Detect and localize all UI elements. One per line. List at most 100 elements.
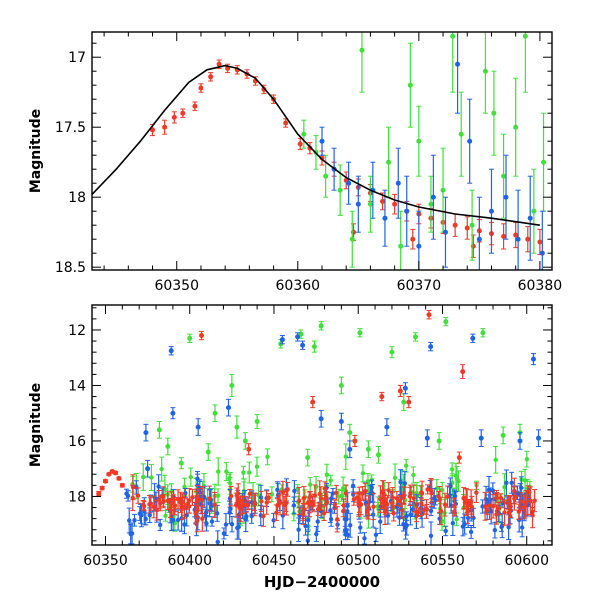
red-band-point-marker	[397, 498, 403, 504]
green-data-point-marker	[450, 33, 456, 39]
red-data-point-marker	[460, 369, 466, 375]
blue-data-point-marker	[530, 356, 536, 362]
green-data-point	[389, 346, 395, 359]
green-band-point	[343, 443, 349, 470]
blue-band-point-marker	[244, 514, 249, 519]
red-band-point	[461, 487, 467, 510]
green-data-point	[469, 189, 475, 261]
green-band-point-marker	[454, 517, 459, 522]
red-band-point-marker	[525, 489, 531, 494]
blue-data-point	[318, 409, 324, 428]
green-data-point	[428, 175, 434, 233]
green-data-point-marker	[187, 335, 193, 341]
red-data-point	[426, 310, 432, 320]
green-band-point-marker	[502, 485, 507, 490]
red-data-point-marker	[410, 236, 416, 242]
red-band-point	[482, 492, 488, 521]
blue-data-point-marker	[319, 138, 325, 144]
blue-data-point-marker	[225, 405, 231, 411]
green-data-point	[398, 210, 404, 270]
blue-band-point-marker	[404, 523, 409, 528]
red-data-point	[352, 434, 358, 448]
blue-data-point	[225, 398, 231, 417]
green-band-point-marker	[188, 474, 193, 480]
red-band-point-marker	[378, 496, 383, 502]
red-band-point-marker	[411, 496, 416, 501]
red-band-point-marker	[496, 506, 502, 511]
red-band-point	[238, 496, 244, 523]
red-band-point-marker	[452, 509, 457, 514]
red-band-point-marker	[518, 499, 524, 504]
red-band-point	[181, 495, 187, 519]
red-band-point-marker	[168, 507, 173, 513]
green-data-point	[242, 432, 248, 450]
blue-band-point	[175, 509, 181, 531]
red-band-point	[156, 489, 162, 510]
axes-frame	[91, 304, 553, 546]
green-data-point-marker	[501, 173, 507, 179]
green-data-point-marker	[443, 319, 449, 325]
red-band-point-marker	[332, 502, 338, 507]
red-band-point-marker	[161, 498, 166, 504]
green-band-point	[328, 474, 334, 487]
red-band-point-marker	[528, 498, 533, 503]
red-data-point-marker	[119, 482, 125, 488]
red-band-point	[247, 489, 253, 499]
red-band-point	[161, 494, 167, 509]
red-data-point	[113, 470, 119, 476]
blue-band-point	[296, 517, 302, 542]
blue-band-point-marker	[345, 503, 350, 509]
blue-data-point	[530, 353, 536, 366]
green-data-point	[212, 404, 218, 423]
blue-data-point-marker	[428, 344, 434, 350]
blue-band-point-marker	[227, 510, 232, 515]
red-data-point	[198, 83, 204, 93]
blue-band-point	[509, 471, 515, 494]
blue-data-point-marker	[170, 410, 176, 416]
red-band-point	[429, 479, 435, 507]
red-band-point	[233, 492, 239, 518]
red-band-point-marker	[235, 491, 241, 496]
red-data-point	[246, 443, 252, 456]
green-data-point-marker	[413, 334, 419, 340]
blue-data-point-marker	[517, 438, 523, 444]
blue-data-point-marker	[527, 215, 533, 221]
red-band-point	[258, 490, 264, 512]
model-curve	[92, 64, 541, 226]
red-band-point-marker	[212, 502, 217, 508]
blue-band-point-marker	[170, 518, 176, 523]
blue-band-point	[328, 511, 334, 527]
red-band-point-marker	[228, 493, 234, 499]
green-data-point	[349, 210, 355, 268]
green-band-point-marker	[524, 456, 530, 462]
red-data-point-marker	[199, 333, 205, 339]
red-band-point	[358, 493, 364, 516]
green-data-point-marker	[337, 187, 343, 193]
green-data-point-marker	[389, 349, 395, 355]
blue-data-point-marker	[338, 419, 344, 425]
green-data-point-marker	[386, 159, 392, 165]
green-data-point-marker	[305, 455, 311, 461]
blue-data-point	[384, 418, 390, 436]
green-data-point-marker	[347, 430, 353, 436]
blue-data-point	[515, 189, 521, 270]
red-band-point	[451, 506, 457, 517]
red-band-point-marker	[274, 510, 279, 515]
red-band-point	[193, 501, 199, 525]
blue-band-point-marker	[315, 519, 320, 524]
blue-data-point	[478, 429, 484, 448]
red-band-point-marker	[261, 514, 266, 519]
blue-data-point	[488, 168, 494, 254]
blue-band-point	[132, 513, 138, 527]
blue-band-point-marker	[249, 513, 254, 519]
red-band-point-marker	[296, 498, 302, 504]
green-band-point-marker	[328, 478, 333, 483]
green-data-point	[416, 105, 422, 177]
green-data-point	[165, 437, 171, 456]
red-band-point	[266, 492, 272, 503]
y-tick-label: 17	[68, 50, 86, 66]
red-data-point	[406, 396, 412, 409]
red-band-point	[518, 492, 524, 512]
blue-band-point	[398, 469, 404, 496]
green-data-point-marker	[469, 222, 475, 228]
